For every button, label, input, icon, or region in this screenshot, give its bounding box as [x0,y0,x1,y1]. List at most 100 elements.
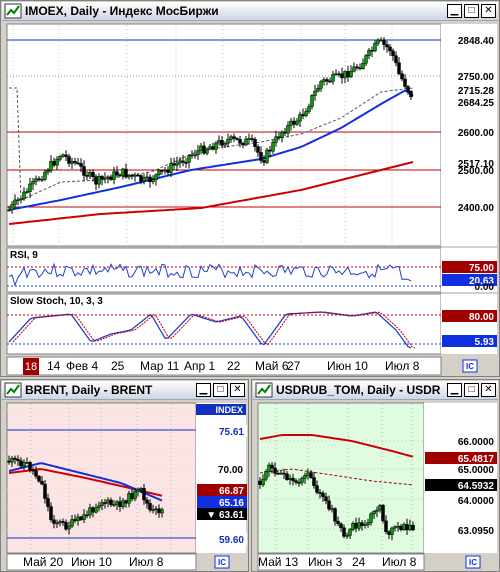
candle-body [28,462,32,471]
price-label: 64.0000 [458,496,495,507]
candle-body [163,169,167,172]
maximize-button[interactable]: □ [464,383,479,397]
candle-body [384,520,388,532]
candle-body [178,160,182,164]
time-label: Июл 8 [382,555,417,569]
chart-app-icon [4,382,22,398]
candle-body [166,169,170,173]
candle-body [106,499,110,504]
candle-body [157,508,161,514]
chart-app-icon [4,3,22,19]
time-axis [6,553,197,571]
candle-body [355,66,359,69]
candle-body [169,163,173,173]
candle-body [345,535,349,537]
imoex-title-bar[interactable]: IMOEX, Daily - Индекс МосБиржи ▁ □ ✕ [2,2,498,21]
candle-body [262,160,266,163]
settings-icon-glyph: IC [469,558,477,567]
imoex-chart-window[interactable]: IMOEX, Daily - Индекс МосБиржи ▁ □ ✕ 284… [0,0,500,377]
usdrub-chart-window[interactable]: USDRUB_TOM, Daily - USDR ▁ □ ✕ 66.0000 65… [251,379,500,572]
candle-body [364,55,368,64]
price-current-tag [442,96,497,108]
candle-body [85,175,89,177]
candle-body [336,520,340,525]
time-label: 22 [227,359,241,373]
candle-body [379,39,383,42]
minimize-button[interactable]: ▁ [447,383,462,397]
candle-body [115,501,119,505]
candle-body [70,519,74,527]
candle-body [43,171,47,180]
brent-chart-window[interactable]: BRENT, Daily - BRENT ▁ □ ✕ INDEX 75.61 70.… [0,379,249,572]
brent-title-bar[interactable]: BRENT, Daily - BRENT ▁ □ ✕ [2,381,247,400]
candle-body [397,62,401,74]
time-label: 14 [47,359,61,373]
candle-body [372,511,376,515]
candle-body [334,73,338,76]
candle-body [405,524,409,531]
candle-body [109,176,113,180]
candle-body [259,152,263,161]
stoch-level-80-tag [442,310,497,322]
price-level-tag [197,533,247,545]
candle-body [319,81,323,89]
stoch-title: Slow Stoch, 10, 3, 3 [10,296,103,307]
maximize-button[interactable]: □ [464,4,479,18]
price-ma-red-label: 66.87 [219,486,244,497]
price-ma-red-tag [197,484,247,496]
candle-body [208,146,212,150]
candle-body [406,86,410,92]
candle-body [52,160,56,166]
candle-body [304,111,308,117]
time-axis [257,553,425,571]
time-label: Май 13 [258,555,299,569]
time-label: Июн 10 [327,359,368,373]
rsi-level-current-label: 20.63 [469,276,494,287]
candle-body [55,159,59,166]
candle-body [31,181,35,185]
candle-body [363,524,367,526]
price-current-label: 2684.25 [458,98,495,109]
candle-body [387,531,391,535]
candle-body [181,160,185,163]
candle-body [190,154,194,157]
close-button[interactable]: ✕ [230,383,245,397]
candle-body [145,176,149,179]
candle-body [294,480,298,483]
close-button[interactable]: ✕ [481,4,496,18]
minimize-button[interactable]: ▁ [447,4,462,18]
minimize-button[interactable]: ▁ [196,383,211,397]
close-button[interactable]: ✕ [481,383,496,397]
candle-body [274,136,278,143]
candle-body [85,514,89,517]
price-ma-dashed-label: 64.5932 [458,481,495,492]
candle-body [73,519,77,521]
candle-body [352,66,356,72]
maximize-button[interactable]: □ [213,383,228,397]
usdrub-title-bar[interactable]: USDRUB_TOM, Daily - USDR ▁ □ ✕ [253,381,498,400]
rsi-title: RSI, 9 [10,250,38,261]
candle-body [142,488,146,501]
candle-body [40,179,44,181]
candle-body [121,168,125,176]
candle-body [151,509,155,511]
candle-body [303,475,307,479]
candle-body [366,522,370,525]
candle-body [28,183,32,192]
rsi-line [8,262,412,287]
candle-body [49,160,53,172]
candle-body [103,177,107,180]
candle-body [34,470,38,477]
ma-dashed-line [259,468,414,486]
candle-body [88,172,92,177]
rsi-pane [6,247,442,293]
candle-body [124,168,128,178]
stoch-level-current-label: 5.93 [475,337,495,348]
candle-body [276,473,280,475]
settings-icon [214,555,230,569]
rsi-level-current-tag [442,274,497,286]
candle-body [388,46,392,52]
